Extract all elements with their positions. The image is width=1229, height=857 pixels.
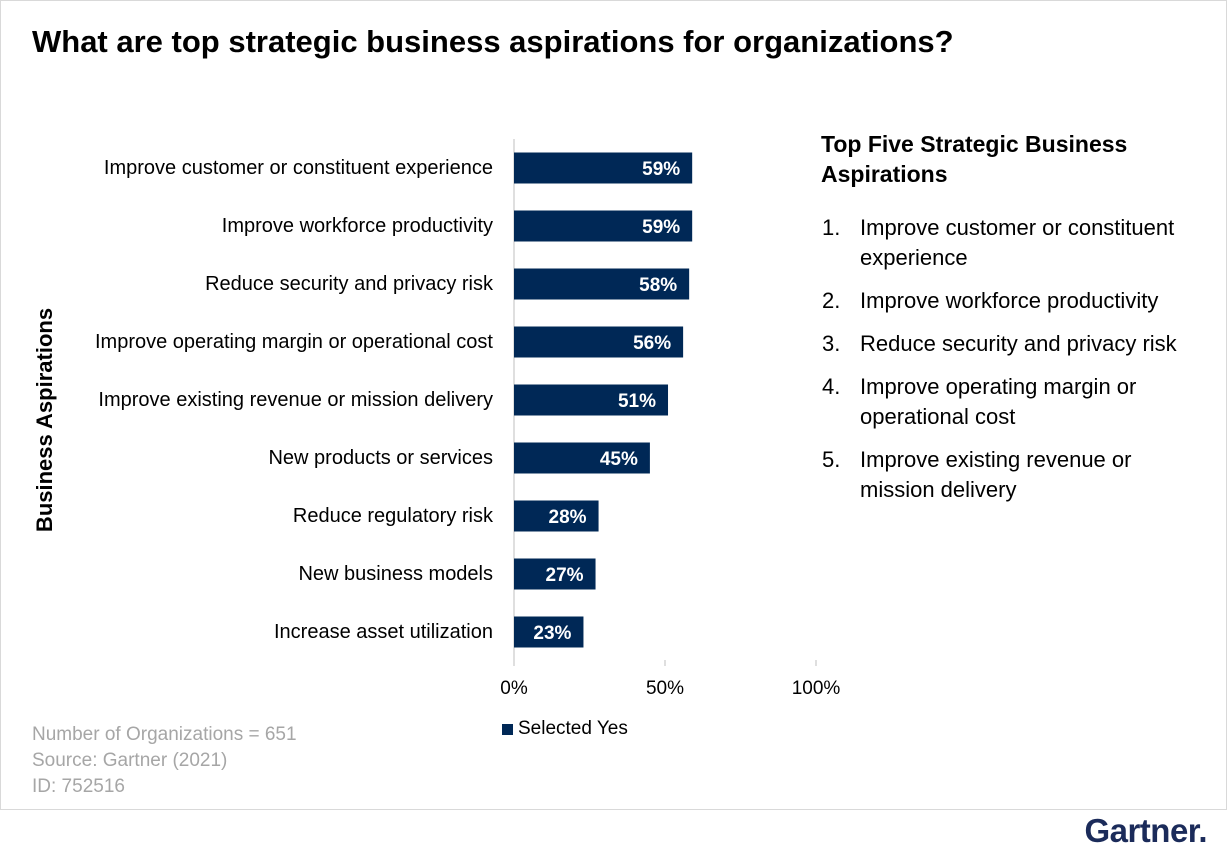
legend-label: Selected Yes [518, 718, 628, 739]
legend-swatch [502, 723, 513, 735]
chart-frame [0, 0, 1227, 810]
category-label: Improve workforce productivity [221, 215, 493, 237]
bar [514, 268, 690, 300]
footer-id: ID: 752516 [32, 776, 125, 797]
side-list-number: 4. [822, 374, 841, 399]
x-tick-label: 100% [792, 678, 841, 699]
side-list-number: 1. [822, 215, 841, 240]
side-list-text: Improve customer or constituent experien… [860, 215, 1175, 270]
legend: Selected Yes [502, 718, 628, 740]
category-label: New products or services [268, 447, 493, 469]
category-label: Reduce security and privacy risk [205, 273, 493, 295]
data-label: 59% [642, 159, 680, 180]
bar [514, 558, 596, 590]
data-label: 28% [549, 507, 587, 528]
bar [514, 152, 693, 184]
data-label: 58% [639, 275, 677, 296]
side-list-item: 1. Improve customer or constituent experi… [822, 213, 1202, 273]
data-label: 23% [533, 623, 571, 644]
bar [514, 384, 669, 416]
side-list-text: Reduce security and privacy risk [860, 331, 1177, 356]
footer-notes: Number of Organizations = 651 Source: Ga… [32, 722, 297, 800]
category-label: Reduce regulatory risk [292, 505, 493, 527]
bar [514, 442, 650, 474]
side-list-number: 3. [822, 331, 841, 356]
category-label: Improve customer or constituent experien… [103, 157, 493, 179]
x-tick-label: 0% [500, 678, 528, 699]
gartner-logo: Gartner. [1084, 812, 1207, 849]
page-title: What are top strategic business aspirati… [32, 24, 954, 59]
side-list-item: 2. Improve workforce productivity [822, 286, 1202, 316]
category-label: Improve existing revenue or mission deli… [98, 389, 493, 411]
side-panel-title: Top Five Strategic Business Aspirations [821, 131, 1128, 187]
side-list-item: 5. Improve existing revenue or mission de… [822, 445, 1202, 505]
side-panel-list: 1. Improve customer or constituent experi… [822, 213, 1202, 518]
data-label: 56% [633, 333, 671, 354]
side-list-number: 5. [822, 447, 841, 472]
side-list-number: 2. [822, 288, 841, 313]
side-list-text: Improve workforce productivity [860, 288, 1159, 313]
category-label: Improve operating margin or operational … [95, 331, 493, 353]
side-list-text: Improve existing revenue or mission deli… [860, 447, 1132, 502]
data-label: 27% [546, 565, 584, 586]
bar [514, 326, 684, 358]
bar [514, 210, 693, 242]
footer-source: Source: Gartner (2021) [32, 750, 228, 771]
side-list-item: 4. Improve operating margin or operationa… [822, 372, 1202, 432]
footer-sample-size: Number of Organizations = 651 [32, 724, 297, 745]
side-list-item: 3. Reduce security and privacy risk [822, 329, 1202, 359]
bar [514, 616, 584, 648]
data-label: 45% [600, 449, 638, 470]
x-tick-label: 50% [646, 678, 684, 699]
bar [514, 500, 599, 532]
data-label: 59% [642, 217, 680, 238]
data-label: 51% [618, 391, 656, 412]
category-label: Increase asset utilization [273, 621, 493, 643]
category-label: New business models [298, 563, 493, 585]
side-list-text: Improve operating margin or operational … [860, 374, 1137, 429]
